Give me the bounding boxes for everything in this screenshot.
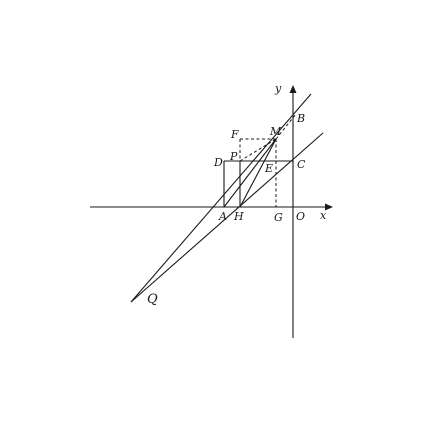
label-x-axis: x	[320, 209, 327, 222]
label-point-p: P	[229, 150, 238, 163]
label-point-b: B	[296, 112, 305, 125]
label-point-e: E	[264, 162, 273, 175]
label-origin: O	[296, 210, 305, 223]
y-axis-arrow	[290, 85, 297, 93]
line-q-b	[131, 94, 311, 302]
label-y-axis: y	[274, 82, 282, 95]
line-q-c	[131, 133, 323, 302]
labels: x y O B C D P F M E A H G Q	[147, 82, 327, 307]
label-point-f: F	[230, 128, 239, 141]
label-point-a: A	[218, 210, 227, 223]
label-point-d: D	[213, 156, 223, 169]
label-point-q: Q	[147, 292, 158, 307]
label-point-h: H	[233, 210, 244, 223]
label-point-g: G	[274, 211, 283, 224]
label-point-m: M	[269, 125, 282, 138]
label-point-c: C	[297, 158, 306, 171]
solid-lines	[131, 94, 323, 302]
